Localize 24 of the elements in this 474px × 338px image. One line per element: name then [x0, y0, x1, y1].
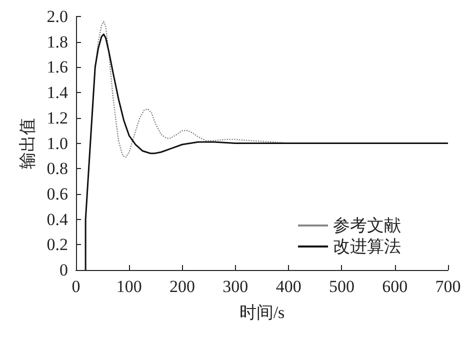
x-tick-label: 400 [276, 277, 302, 296]
legend-label: 改进算法 [333, 237, 401, 256]
x-tick-label: 0 [72, 277, 80, 296]
x-tick-label: 100 [116, 277, 142, 296]
y-tick-label: 0 [60, 260, 68, 280]
y-tick-label: 1.6 [46, 58, 68, 77]
y-tick-label: 1.8 [46, 32, 68, 52]
y-tick-label: 0.6 [46, 184, 68, 204]
y-tick-label: 1.4 [46, 83, 68, 102]
x-tick-label: 200 [170, 277, 196, 296]
y-tick-label: 1.2 [46, 108, 68, 128]
y-axis-title: 输出值 [18, 118, 37, 169]
y-tick-label: 0.4 [46, 210, 68, 229]
y-tick-label: 0.8 [46, 159, 68, 178]
x-tick-label: 600 [382, 277, 408, 296]
x-axis-title: 时间/s [239, 303, 285, 322]
x-tick-label: 700 [435, 277, 461, 296]
legend-label: 参考文献 [333, 216, 401, 235]
y-tick-label: 0.2 [46, 235, 68, 254]
y-tick-label: 1.0 [46, 134, 68, 153]
y-tick-label: 2.0 [46, 7, 68, 26]
x-tick-label: 500 [328, 277, 354, 296]
line-series [84, 33, 449, 271]
x-tick-label: 300 [222, 277, 248, 296]
